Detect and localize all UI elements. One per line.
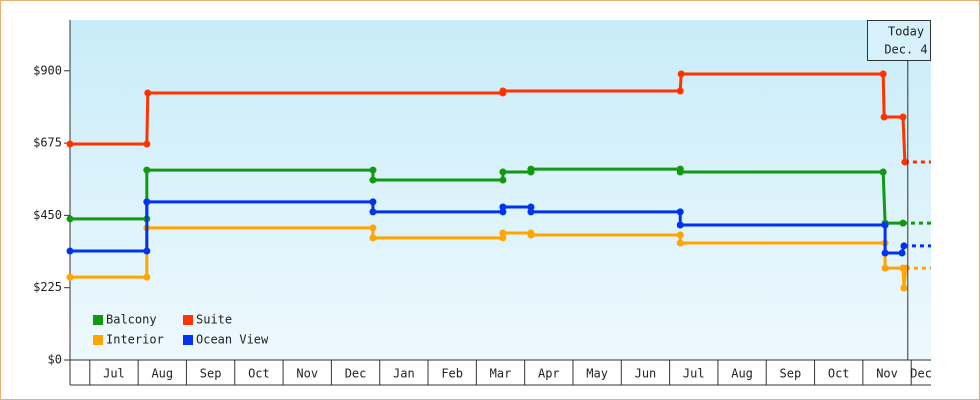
data-point bbox=[527, 165, 535, 173]
x-tick-label: Jun bbox=[635, 367, 657, 381]
x-tick-label: Aug bbox=[731, 367, 753, 381]
x-tick-label: Dec bbox=[910, 367, 932, 381]
legend-swatch bbox=[93, 335, 103, 345]
x-tick-label: Jul bbox=[103, 367, 125, 381]
data-point bbox=[499, 176, 507, 184]
data-point bbox=[900, 284, 908, 292]
x-tick-label: Feb bbox=[441, 367, 463, 381]
x-tick-label: Oct bbox=[248, 367, 270, 381]
series-line bbox=[70, 167, 903, 225]
data-point bbox=[369, 166, 377, 174]
data-point bbox=[66, 215, 74, 223]
data-point bbox=[369, 208, 377, 216]
data-point bbox=[143, 198, 151, 206]
x-tick-label: Nov bbox=[876, 367, 898, 381]
data-point bbox=[499, 168, 507, 176]
data-point bbox=[881, 249, 889, 257]
data-point bbox=[881, 264, 889, 272]
legend-label: Ocean View bbox=[196, 333, 269, 347]
data-point bbox=[527, 231, 535, 239]
x-tick-label: Jul bbox=[683, 367, 705, 381]
data-point bbox=[899, 113, 907, 121]
data-point bbox=[676, 221, 684, 229]
data-point bbox=[901, 158, 909, 166]
x-tick-label: Jan bbox=[393, 367, 415, 381]
x-tick-label: Sep bbox=[780, 367, 802, 381]
data-point bbox=[143, 247, 151, 255]
legend-swatch bbox=[183, 335, 193, 345]
y-tick-label: $900 bbox=[33, 63, 62, 77]
data-point bbox=[881, 221, 889, 229]
data-point bbox=[66, 140, 74, 148]
data-point bbox=[143, 140, 151, 148]
legend-swatch bbox=[183, 315, 193, 325]
y-tick-label: $675 bbox=[33, 136, 62, 150]
x-tick-label: Aug bbox=[151, 367, 173, 381]
data-point bbox=[369, 176, 377, 184]
today-box bbox=[867, 20, 931, 61]
data-point bbox=[900, 242, 908, 250]
data-point bbox=[880, 113, 888, 121]
y-tick-label: $450 bbox=[33, 208, 62, 222]
data-point bbox=[676, 208, 684, 216]
data-point bbox=[369, 224, 377, 232]
data-point bbox=[676, 231, 684, 239]
data-point bbox=[676, 87, 684, 95]
data-point bbox=[143, 273, 151, 281]
y-tick-label: $225 bbox=[33, 280, 62, 294]
data-point bbox=[676, 239, 684, 247]
legend-label: Balcony bbox=[106, 313, 157, 327]
legend-swatch bbox=[93, 315, 103, 325]
data-point bbox=[898, 249, 906, 257]
today-label: Today bbox=[888, 25, 924, 39]
data-point bbox=[369, 198, 377, 206]
today-label: Dec. 4 bbox=[884, 43, 927, 57]
x-tick-label: Nov bbox=[296, 367, 318, 381]
data-point bbox=[527, 203, 535, 211]
data-point bbox=[676, 168, 684, 176]
x-tick-label: Dec bbox=[345, 367, 367, 381]
data-point bbox=[879, 70, 887, 78]
data-point bbox=[499, 229, 507, 237]
data-point bbox=[899, 219, 907, 227]
data-point bbox=[879, 168, 887, 176]
plot-area bbox=[70, 20, 931, 360]
data-point bbox=[499, 208, 507, 216]
x-tick-label: Mar bbox=[490, 367, 512, 381]
data-point bbox=[499, 234, 507, 242]
data-point bbox=[66, 273, 74, 281]
data-point bbox=[143, 166, 151, 174]
y-tick-label: $0 bbox=[48, 353, 62, 367]
data-point bbox=[527, 208, 535, 216]
data-point bbox=[677, 70, 685, 78]
x-tick-label: Apr bbox=[538, 367, 560, 381]
data-point bbox=[902, 264, 910, 272]
x-tick-label: Sep bbox=[200, 367, 222, 381]
data-point bbox=[369, 234, 377, 242]
legend-label: Suite bbox=[196, 313, 232, 327]
x-tick-label: May bbox=[586, 367, 608, 381]
data-point bbox=[66, 247, 74, 255]
x-tick-label: Oct bbox=[828, 367, 850, 381]
data-point bbox=[499, 87, 507, 95]
legend-label: Interior bbox=[106, 333, 164, 347]
data-point bbox=[144, 89, 152, 97]
data-point bbox=[499, 203, 507, 211]
